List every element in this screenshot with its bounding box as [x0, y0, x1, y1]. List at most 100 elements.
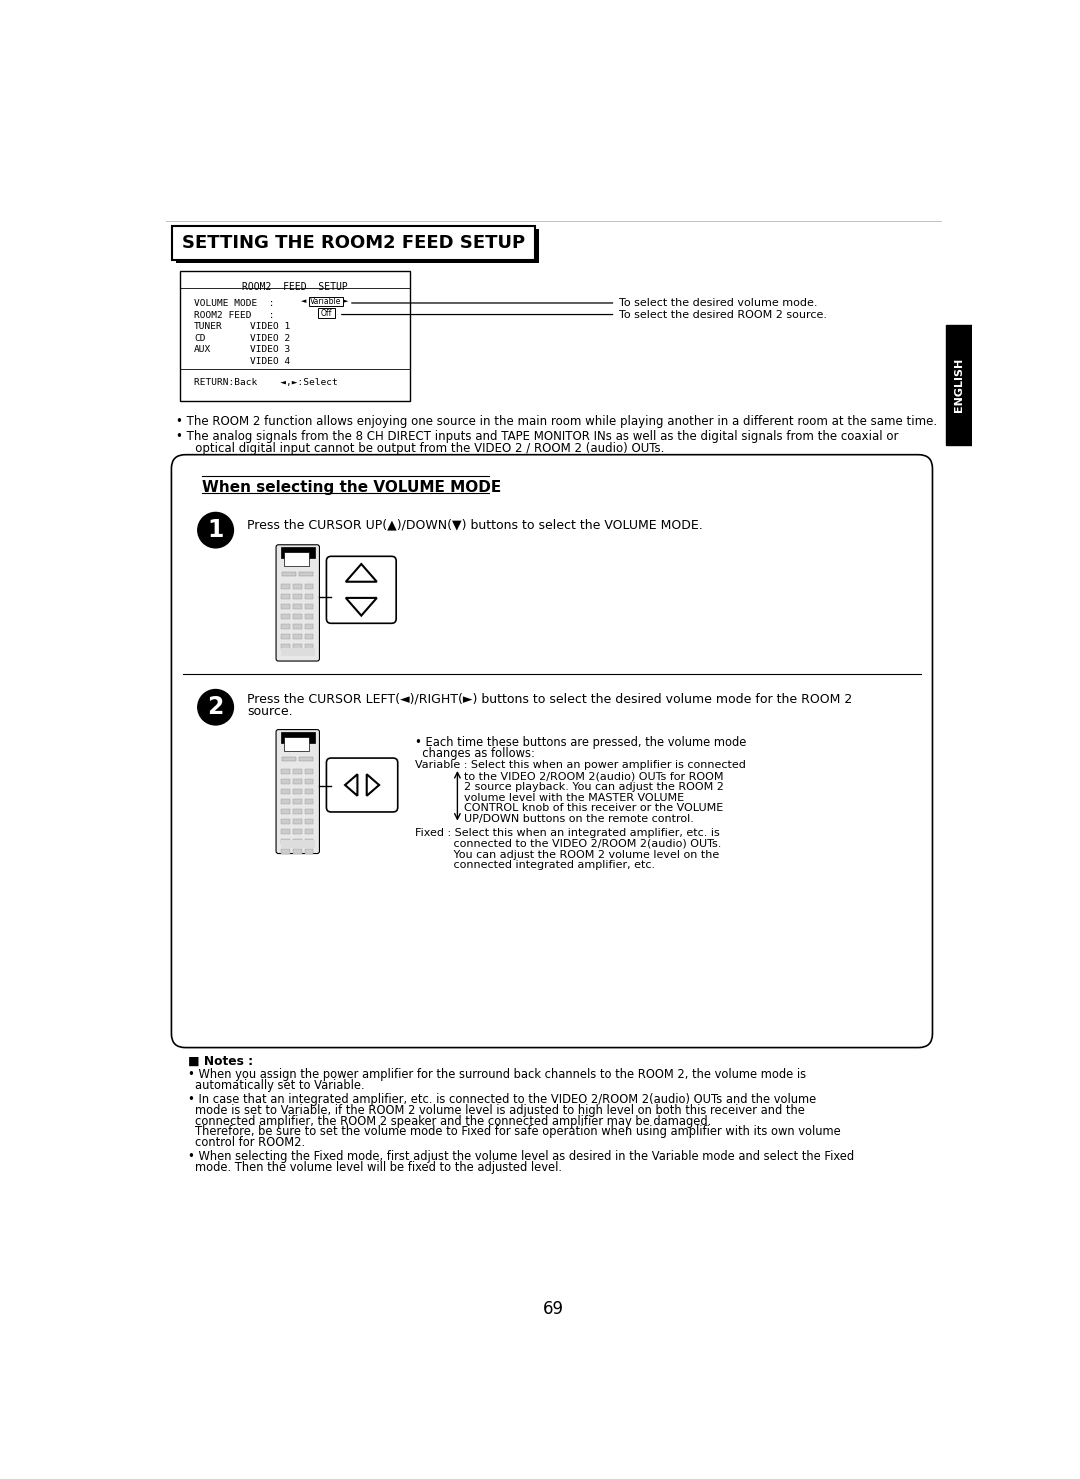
Bar: [284, 737, 309, 751]
Bar: [281, 732, 314, 742]
Bar: [282, 572, 296, 577]
Text: VIDEO 2: VIDEO 2: [249, 334, 289, 343]
Text: ROOM2  FEED  SETUP: ROOM2 FEED SETUP: [242, 282, 348, 293]
Bar: [282, 584, 291, 590]
Text: RETURN:Back    ◄,►:Select: RETURN:Back ◄,►:Select: [194, 379, 338, 387]
Text: 69: 69: [543, 1300, 564, 1318]
Text: VIDEO 3: VIDEO 3: [249, 345, 289, 355]
Text: to the VIDEO 2/ROOM 2(audio) OUTs for ROOM: to the VIDEO 2/ROOM 2(audio) OUTs for RO…: [415, 771, 724, 781]
Bar: [282, 757, 296, 762]
Bar: [293, 828, 301, 834]
Bar: [293, 634, 301, 639]
Text: mode is set to Variable, if the ROOM 2 volume level is adjusted to high level on: mode is set to Variable, if the ROOM 2 v…: [195, 1103, 806, 1117]
Bar: [282, 595, 291, 599]
Bar: [282, 614, 291, 620]
Circle shape: [198, 512, 233, 547]
Text: When selecting the VOLUME MODE: When selecting the VOLUME MODE: [202, 481, 502, 495]
Text: ENGLISH: ENGLISH: [955, 358, 964, 413]
Polygon shape: [346, 563, 377, 581]
Bar: [305, 799, 313, 805]
Text: mode. Then the volume level will be fixed to the adjusted level.: mode. Then the volume level will be fixe…: [195, 1161, 563, 1174]
Bar: [282, 643, 291, 649]
Text: Press the CURSOR UP(▲)/DOWN(▼) buttons to select the VOLUME MODE.: Press the CURSOR UP(▲)/DOWN(▼) buttons t…: [247, 519, 703, 531]
Bar: [282, 839, 291, 845]
Text: VIDEO 4: VIDEO 4: [249, 356, 289, 365]
Bar: [282, 788, 291, 794]
Polygon shape: [345, 774, 357, 796]
Bar: [305, 809, 313, 815]
Bar: [305, 584, 313, 590]
Text: ►: ►: [343, 299, 349, 305]
Bar: [318, 309, 335, 318]
Bar: [293, 809, 301, 815]
Text: ■ Notes :: ■ Notes :: [188, 1056, 253, 1068]
Bar: [282, 849, 291, 855]
Text: source.: source.: [247, 705, 293, 717]
Bar: [293, 614, 301, 620]
Bar: [180, 272, 410, 401]
Text: ◄: ◄: [301, 299, 307, 305]
Bar: [946, 325, 972, 445]
Bar: [293, 584, 301, 590]
Bar: [284, 553, 309, 566]
FancyBboxPatch shape: [172, 454, 932, 1047]
Bar: [293, 603, 301, 609]
Text: Off: Off: [321, 309, 333, 318]
Bar: [293, 595, 301, 599]
Bar: [282, 799, 291, 805]
Bar: [282, 819, 291, 824]
Bar: [282, 828, 291, 834]
Text: automatically set to Variable.: automatically set to Variable.: [195, 1080, 365, 1092]
Text: • When selecting the Fixed mode, first adjust the volume level as desired in the: • When selecting the Fixed mode, first a…: [188, 1151, 854, 1162]
Bar: [282, 779, 291, 784]
Text: To select the desired volume mode.: To select the desired volume mode.: [619, 297, 818, 308]
Text: You can adjust the ROOM 2 volume level on the: You can adjust the ROOM 2 volume level o…: [415, 850, 719, 859]
FancyBboxPatch shape: [276, 544, 320, 661]
Bar: [282, 769, 291, 774]
Text: control for ROOM2.: control for ROOM2.: [195, 1136, 306, 1149]
Bar: [305, 769, 313, 774]
Text: TUNER: TUNER: [194, 322, 222, 331]
Bar: [282, 634, 291, 639]
Text: AUX: AUX: [194, 345, 212, 355]
Text: Therefore, be sure to set the volume mode to Fixed for safe operation when using: Therefore, be sure to set the volume mod…: [195, 1126, 841, 1139]
Bar: [305, 624, 313, 630]
Text: CONTROL knob of this receiver or the VOLUME: CONTROL knob of this receiver or the VOL…: [415, 803, 723, 813]
Text: volume level with the MASTER VOLUME: volume level with the MASTER VOLUME: [415, 793, 684, 803]
Polygon shape: [367, 774, 379, 796]
Text: Press the CURSOR LEFT(◄)/RIGHT(►) buttons to select the desired volume mode for : Press the CURSOR LEFT(◄)/RIGHT(►) button…: [247, 692, 852, 705]
Text: 1: 1: [207, 518, 224, 543]
Bar: [305, 839, 313, 845]
Text: • In case that an integrated amplifier, etc. is connected to the VIDEO 2/ROOM 2(: • In case that an integrated amplifier, …: [188, 1093, 816, 1106]
Text: • When you assign the power amplifier for the surround back channels to the ROOM: • When you assign the power amplifier fo…: [188, 1068, 806, 1081]
Bar: [305, 779, 313, 784]
Text: UP/DOWN buttons on the remote control.: UP/DOWN buttons on the remote control.: [415, 815, 693, 824]
Bar: [305, 828, 313, 834]
Bar: [293, 624, 301, 630]
Bar: [281, 547, 314, 558]
Bar: [281, 648, 314, 655]
Bar: [293, 849, 301, 855]
Text: Variable : Select this when an power amplifier is connected: Variable : Select this when an power amp…: [415, 760, 745, 771]
Text: • The ROOM 2 function allows enjoying one source in the main room while playing : • The ROOM 2 function allows enjoying on…: [176, 414, 937, 427]
Bar: [305, 788, 313, 794]
Bar: [282, 809, 291, 815]
Bar: [305, 595, 313, 599]
Polygon shape: [346, 598, 377, 615]
Text: To select the desired ROOM 2 source.: To select the desired ROOM 2 source.: [619, 309, 827, 319]
Text: SETTING THE ROOM2 FEED SETUP: SETTING THE ROOM2 FEED SETUP: [183, 234, 525, 251]
Circle shape: [198, 689, 233, 725]
Bar: [282, 603, 291, 609]
Text: Variable: Variable: [310, 297, 341, 306]
Text: VOLUME MODE  :: VOLUME MODE :: [194, 299, 274, 308]
Text: ROOM2 FEED   :: ROOM2 FEED :: [194, 311, 274, 319]
Bar: [305, 614, 313, 620]
Text: • The analog signals from the 8 CH DIRECT inputs and TAPE MONITOR INs as well as: • The analog signals from the 8 CH DIREC…: [176, 430, 899, 444]
Text: Fixed : Select this when an integrated amplifier, etc. is: Fixed : Select this when an integrated a…: [415, 828, 719, 839]
Bar: [293, 769, 301, 774]
Bar: [299, 757, 313, 762]
Text: VIDEO 1: VIDEO 1: [249, 322, 289, 331]
Bar: [305, 819, 313, 824]
Bar: [309, 297, 342, 306]
Bar: [293, 643, 301, 649]
